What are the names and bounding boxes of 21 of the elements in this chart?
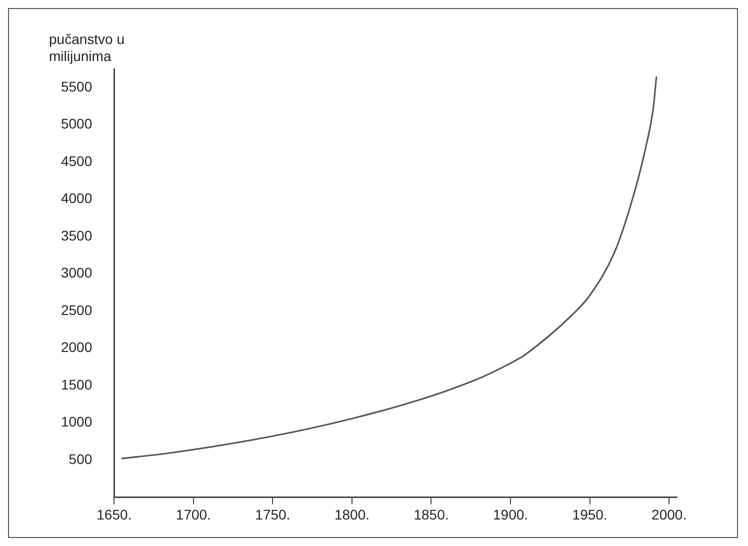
y-axis-title: pučanstvo u milijunima [49,31,126,65]
y-tick-label: 500 [68,450,92,467]
x-tick-label: 1850. [414,506,449,522]
x-tick-label: 1800. [334,506,370,522]
y-tick-label: 5000 [60,116,92,132]
x-tick-label: 1950. [572,506,608,522]
y-tick-label: 2500 [60,302,92,318]
x-tick-label: 1700. [176,506,211,522]
y-tick-label: 2000 [60,339,92,356]
x-tick-label: 1650. [96,506,132,522]
y-tick-label: 4500 [60,152,92,169]
line-series [121,76,658,460]
y-tick-label: 3000 [60,264,92,281]
x-tick-label: 2000. [652,506,687,522]
y-tick-label: 4000 [60,190,92,206]
y-tick-label: 1000 [60,414,92,430]
y-tick-label: 1500 [60,376,92,392]
y-tick-label: 5500 [60,78,92,94]
y-tick-label: 3500 [60,227,92,244]
x-tick-label: 1750. [255,506,290,522]
x-tick-label: 1900. [493,506,528,522]
